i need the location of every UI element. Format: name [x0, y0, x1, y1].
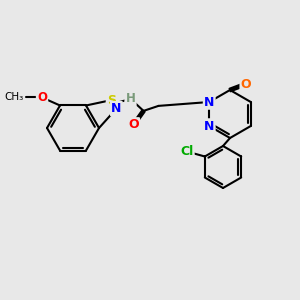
Text: CH₃: CH₃	[5, 92, 24, 103]
Text: Cl: Cl	[180, 145, 194, 158]
Text: O: O	[241, 77, 251, 91]
Text: N: N	[204, 95, 214, 109]
Text: O: O	[128, 118, 139, 131]
Text: N: N	[204, 119, 214, 133]
Text: S: S	[107, 94, 116, 106]
Text: N: N	[111, 102, 122, 115]
Text: H: H	[126, 92, 136, 105]
Text: O: O	[37, 91, 47, 104]
